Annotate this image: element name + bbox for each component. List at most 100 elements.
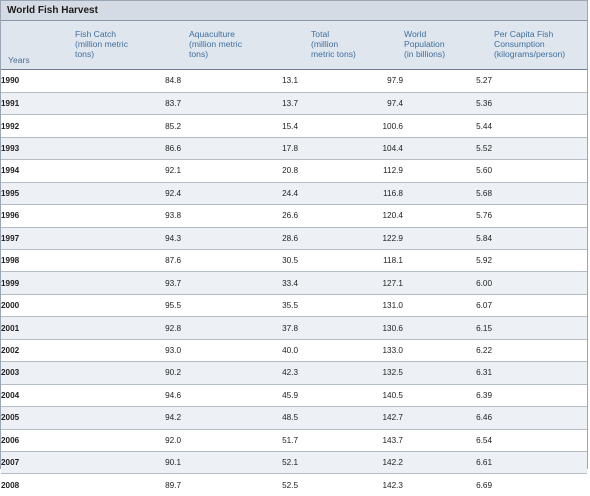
cell-total: 116.8 [298, 182, 403, 206]
cell-aquaculture: 20.8 [181, 159, 298, 183]
cell-population: 5.84 [403, 227, 492, 251]
cell-fish-catch: 92.8 [63, 316, 181, 340]
table-row: 2004 94.6 45.9 140.5 6.39 [1, 384, 587, 408]
table-row: 1992 85.2 15.4 100.6 5.44 [1, 114, 587, 138]
cell-fish-catch: 92.4 [63, 182, 181, 206]
table-row: 2003 90.2 42.3 132.5 6.31 [1, 361, 587, 385]
cell-per-capita [492, 429, 587, 452]
table-row: 1993 86.6 17.8 104.4 5.52 [1, 137, 587, 161]
cell-population: 6.00 [403, 271, 492, 295]
cell-total: 104.4 [298, 137, 403, 161]
cell-per-capita [492, 227, 587, 251]
cell-population: 6.61 [403, 451, 492, 475]
cell-population: 5.92 [403, 249, 492, 273]
table-row: 1995 92.4 24.4 116.8 5.68 [1, 182, 587, 206]
header-fish-catch: Fish Catch (million metric tons) [75, 29, 128, 59]
cell-year: 2001 [1, 316, 63, 340]
cell-year: 2004 [1, 384, 63, 408]
cell-fish-catch: 90.1 [63, 451, 181, 475]
cell-total: 118.1 [298, 249, 403, 273]
cell-fish-catch: 93.8 [63, 204, 181, 228]
cell-per-capita [492, 92, 587, 116]
cell-year: 2005 [1, 406, 63, 430]
cell-total: 97.9 [298, 70, 403, 93]
cell-population: 6.22 [403, 339, 492, 363]
table-row: 1998 87.6 30.5 118.1 5.92 [1, 249, 587, 273]
cell-year: 1991 [1, 92, 63, 116]
cell-total: 100.6 [298, 114, 403, 138]
cell-year: 1997 [1, 227, 63, 251]
table-title: World Fish Harvest [1, 1, 587, 21]
cell-total: 131.0 [298, 294, 403, 318]
cell-population: 5.52 [403, 137, 492, 161]
cell-per-capita [492, 406, 587, 430]
cell-total: 140.5 [298, 384, 403, 408]
table-row: 2005 94.2 48.5 142.7 6.46 [1, 406, 587, 430]
cell-population: 6.07 [403, 294, 492, 318]
table-row: 2008 89.7 52.5 142.3 6.69 [1, 474, 587, 496]
cell-per-capita [492, 316, 587, 340]
cell-aquaculture: 13.1 [181, 70, 298, 93]
cell-total: 133.0 [298, 339, 403, 363]
cell-total: 142.3 [382, 480, 404, 490]
cell-per-capita [492, 159, 587, 183]
cell-total: 142.7 [298, 406, 403, 430]
cell-year: 2006 [1, 429, 63, 452]
cell-per-capita [492, 137, 587, 161]
cell-fish-catch: 92.0 [63, 429, 181, 452]
cell-population: 5.44 [403, 114, 492, 138]
table-row: 2001 92.8 37.8 130.6 6.15 [1, 316, 587, 340]
cell-per-capita [492, 294, 587, 318]
cell-per-capita [492, 249, 587, 273]
table-row: 1994 92.1 20.8 112.9 5.60 [1, 159, 587, 183]
cell-population: 6.31 [403, 361, 492, 385]
cell-fish-catch: 94.3 [63, 227, 181, 251]
cell-year: 1998 [1, 249, 63, 273]
cell-per-capita [492, 70, 587, 93]
cell-per-capita [492, 182, 587, 206]
cell-year: 1992 [1, 114, 63, 138]
cell-per-capita [492, 204, 587, 228]
cell-total: 143.7 [298, 429, 403, 452]
cell-year: 1994 [1, 159, 63, 183]
cell-aquaculture: 13.7 [181, 92, 298, 116]
cell-fish-catch: 86.6 [63, 137, 181, 161]
cell-per-capita [492, 114, 587, 138]
cell-population: 6.39 [403, 384, 492, 408]
cell-aquaculture: 40.0 [181, 339, 298, 363]
cell-total: 130.6 [298, 316, 403, 340]
table-row: 1999 93.7 33.4 127.1 6.00 [1, 271, 587, 295]
cell-population: 6.69 [476, 480, 492, 490]
table-row: 1996 93.8 26.6 120.4 5.76 [1, 204, 587, 228]
table-row: 2002 93.0 40.0 133.0 6.22 [1, 339, 587, 363]
cell-year: 2000 [1, 294, 63, 318]
cell-fish-catch: 87.6 [63, 249, 181, 273]
cell-aquaculture: 51.7 [181, 429, 298, 452]
cell-year: 1996 [1, 204, 63, 228]
cell-population: 6.54 [403, 429, 492, 452]
cell-aquaculture: 45.9 [181, 384, 298, 408]
cell-fish-catch: 83.7 [63, 92, 181, 116]
table-row: 2000 95.5 35.5 131.0 6.07 [1, 294, 587, 318]
cell-year: 1999 [1, 271, 63, 295]
cell-population: 5.68 [403, 182, 492, 206]
cell-per-capita [492, 271, 587, 295]
cell-aquaculture: 30.5 [181, 249, 298, 273]
header-total: Total (million metric tons) [311, 29, 356, 59]
cell-aquaculture: 15.4 [181, 114, 298, 138]
cell-total: 97.4 [298, 92, 403, 116]
cell-fish-catch: 94.6 [63, 384, 181, 408]
cell-population: 5.76 [403, 204, 492, 228]
cell-aquaculture: 48.5 [181, 406, 298, 430]
cell-population: 6.46 [403, 406, 492, 430]
cell-fish-catch: 85.2 [63, 114, 181, 138]
cell-year: 2003 [1, 361, 63, 385]
cell-population: 5.36 [403, 92, 492, 116]
table-header: Years Fish Catch (million metric tons) A… [1, 21, 587, 70]
cell-fish-catch: 95.5 [63, 294, 181, 318]
cell-per-capita [492, 384, 587, 408]
cell-total: 122.9 [298, 227, 403, 251]
cell-aquaculture: 37.8 [181, 316, 298, 340]
cell-per-capita [492, 474, 587, 496]
cell-year: 1990 [1, 70, 63, 93]
